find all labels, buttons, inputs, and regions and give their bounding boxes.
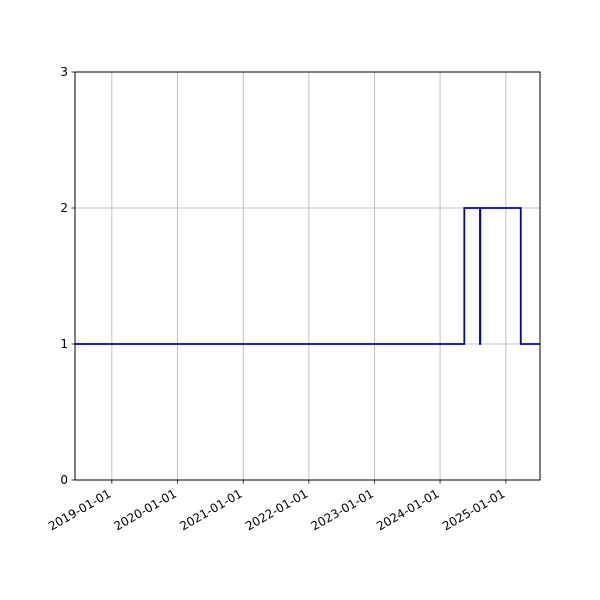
series-line <box>75 207 540 345</box>
y-tick-label: 2 <box>60 201 68 215</box>
y-tick-label: 3 <box>60 65 68 79</box>
y-axis: 0 1 2 3 <box>60 65 75 487</box>
y-tick-label: 0 <box>60 473 68 487</box>
y-tick-label: 1 <box>60 337 68 351</box>
series-layer <box>75 207 540 345</box>
axes-frame <box>74 71 541 481</box>
